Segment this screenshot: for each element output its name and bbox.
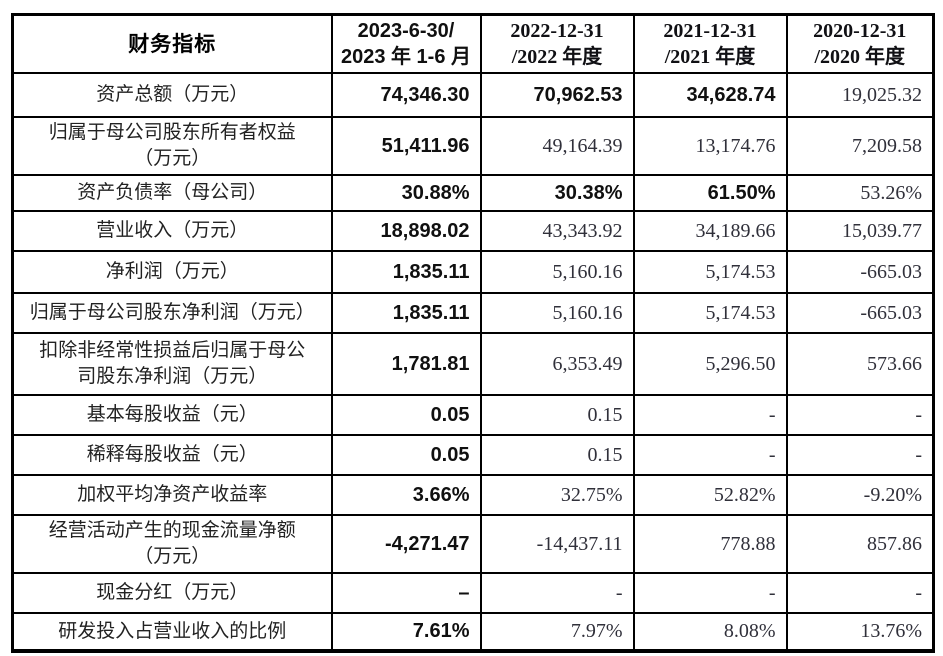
indicator-label: 归属于母公司股东净利润（万元）: [11, 292, 333, 334]
value-cell: 49,164.39: [479, 116, 635, 176]
financial-indicators-table-wrap: 财务指标 2023-6-30/ 2023 年 1-6 月 2022-12-31 …: [11, 13, 935, 653]
period-header-2021: 2021-12-31 /2021 年度: [632, 13, 788, 74]
indicator-column-header: 财务指标: [11, 13, 333, 74]
value-cell: -665.03: [785, 250, 935, 294]
value-cell: 6,353.49: [479, 332, 635, 396]
value-cell: -: [479, 572, 635, 614]
financial-indicators-table: 财务指标 2023-6-30/ 2023 年 1-6 月 2022-12-31 …: [11, 13, 935, 653]
period-2022-line2: /2022 年度: [511, 46, 603, 68]
value-cell: 19,025.32: [785, 72, 935, 118]
period-header-2022: 2022-12-31 /2022 年度: [479, 13, 635, 74]
period-2023-line2: 2023 年 1-6 月: [340, 46, 472, 68]
table-row: 净利润（万元） 1,835.11 5,160.16 5,174.53 -665.03: [11, 250, 935, 294]
value-cell: 1,781.81: [330, 332, 482, 396]
value-cell: 18,898.02: [330, 210, 482, 252]
indicator-label: 营业收入（万元）: [11, 210, 333, 252]
table-row: 加权平均净资产收益率 3.66% 32.75% 52.82% -9.20%: [11, 474, 935, 516]
value-cell: 15,039.77: [785, 210, 935, 252]
value-cell: 7.61%: [330, 612, 482, 652]
value-cell: 32.75%: [479, 474, 635, 516]
indicator-label: 加权平均净资产收益率: [11, 474, 333, 516]
table-row: 归属于母公司股东净利润（万元） 1,835.11 5,160.16 5,174.53-…: [11, 292, 935, 334]
header-row: 财务指标 2023-6-30/ 2023 年 1-6 月 2022-12-31 …: [11, 13, 935, 74]
period-header-2023: 2023-6-30/ 2023 年 1-6 月: [330, 13, 482, 74]
indicator-label: 净利润（万元）: [11, 250, 333, 294]
value-cell: -665.03: [785, 292, 935, 334]
table-row: 资产总额（万元） 74,346.30 70,962.53 34,628.74 19,02…: [11, 72, 935, 118]
value-cell: 34,628.74: [632, 72, 788, 118]
value-cell: 1,835.11: [330, 292, 482, 334]
value-cell: -: [785, 434, 935, 476]
value-cell: -4,271.47: [330, 514, 482, 574]
value-cell: 0.15: [479, 394, 635, 436]
value-cell: 13.76%: [785, 612, 935, 652]
indicator-label: 扣除非经常性损益后归属于母公 司股东净利润（万元）: [11, 332, 333, 396]
value-cell: 0.05: [330, 434, 482, 476]
value-cell: -: [632, 572, 788, 614]
period-header-2020: 2020-12-31 /2020 年度: [785, 13, 935, 74]
value-cell: 573.66: [785, 332, 935, 396]
value-cell: 8.08%: [632, 612, 788, 652]
period-2023-line1: 2023-6-30/: [357, 20, 455, 42]
table-row: 归属于母公司股东所有者权益 （万元） 51,411.96 49,164.39 13,1…: [11, 116, 935, 176]
indicator-label: 资产负债率（母公司）: [11, 174, 333, 212]
value-cell: 5,160.16: [479, 250, 635, 294]
value-cell: –: [330, 572, 482, 614]
value-cell: -: [785, 394, 935, 436]
period-2021-line1: 2021-12-31: [663, 20, 757, 42]
value-cell: 7.97%: [479, 612, 635, 652]
value-cell: 53.26%: [785, 174, 935, 212]
indicator-label: 研发投入占营业收入的比例: [11, 612, 333, 652]
table-header: 财务指标 2023-6-30/ 2023 年 1-6 月 2022-12-31 …: [11, 13, 935, 74]
table-row: 营业收入（万元） 18,898.02 43,343.92 34,189.66 15,03…: [11, 210, 935, 252]
value-cell: 51,411.96: [330, 116, 482, 176]
value-cell: 34,189.66: [632, 210, 788, 252]
period-2021-line2: /2021 年度: [664, 46, 756, 68]
value-cell: 3.66%: [330, 474, 482, 516]
table-row: 研发投入占营业收入的比例 7.61% 7.97% 8.08% 13.76%: [11, 612, 935, 652]
value-cell: -: [632, 394, 788, 436]
value-cell: -: [632, 434, 788, 476]
value-cell: 7,209.58: [785, 116, 935, 176]
value-cell: -: [785, 572, 935, 614]
indicator-label: 现金分红（万元）: [11, 572, 333, 614]
value-cell: 1,835.11: [330, 250, 482, 294]
table-body: 资产总额（万元） 74,346.30 70,962.53 34,628.74 19,02…: [11, 72, 935, 652]
value-cell: 13,174.76: [632, 116, 788, 176]
indicator-label: 归属于母公司股东所有者权益 （万元）: [11, 116, 333, 176]
table-row: 现金分红（万元） – - - -: [11, 572, 935, 614]
value-cell: 778.88: [632, 514, 788, 574]
value-cell: 857.86: [785, 514, 935, 574]
value-cell: 30.38%: [479, 174, 635, 212]
value-cell: 5,174.53: [632, 292, 788, 334]
value-cell: 0.15: [479, 434, 635, 476]
indicator-label: 稀释每股收益（元）: [11, 434, 333, 476]
value-cell: 5,296.50: [632, 332, 788, 396]
period-2020-line2: /2020 年度: [814, 46, 906, 68]
period-2020-line1: 2020-12-31: [813, 20, 907, 42]
table-row: 基本每股收益（元） 0.05 0.15- -: [11, 394, 935, 436]
period-2022-line1: 2022-12-31: [510, 20, 604, 42]
value-cell: -14,437.11: [479, 514, 635, 574]
value-cell: 52.82%: [632, 474, 788, 516]
value-cell: 5,160.16: [479, 292, 635, 334]
table-row: 稀释每股收益（元） 0.05 0.15- -: [11, 434, 935, 476]
table-row: 资产负债率（母公司） 30.88% 30.38% 61.50% 53.26%: [11, 174, 935, 212]
value-cell: -9.20%: [785, 474, 935, 516]
value-cell: 5,174.53: [632, 250, 788, 294]
value-cell: 70,962.53: [479, 72, 635, 118]
indicator-label: 资产总额（万元）: [11, 72, 333, 118]
indicator-label: 经营活动产生的现金流量净额 （万元）: [11, 514, 333, 574]
value-cell: 61.50%: [632, 174, 788, 212]
table-row: 扣除非经常性损益后归属于母公 司股东净利润（万元） 1,781.81 6,353.4…: [11, 332, 935, 396]
indicator-label: 基本每股收益（元）: [11, 394, 333, 436]
value-cell: 43,343.92: [479, 210, 635, 252]
table-row: 经营活动产生的现金流量净额 （万元） -4,271.47 -14,437.11 778…: [11, 514, 935, 574]
value-cell: 0.05: [330, 394, 482, 436]
value-cell: 30.88%: [330, 174, 482, 212]
value-cell: 74,346.30: [330, 72, 482, 118]
